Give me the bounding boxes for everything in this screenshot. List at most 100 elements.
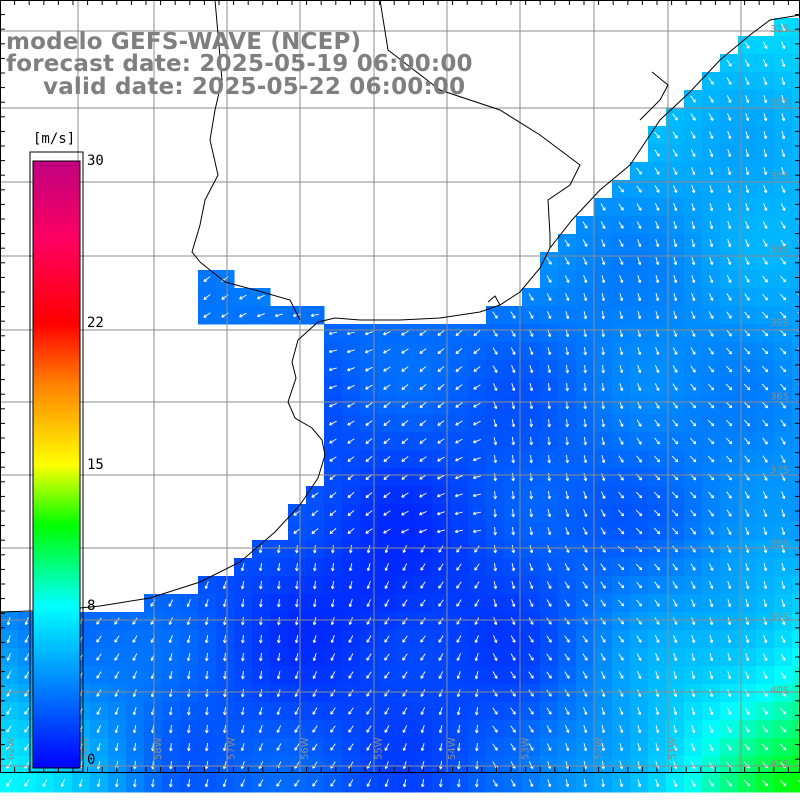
wind-arrow [239, 294, 247, 300]
wind-arrow [779, 779, 787, 787]
wind-arrow [204, 706, 209, 716]
wind-arrow [583, 436, 588, 446]
wind-arrow [384, 689, 390, 697]
wind-arrow [293, 510, 301, 516]
wind-arrow [709, 185, 714, 194]
wind-arrow [726, 95, 732, 103]
wind-arrow [222, 742, 227, 752]
wind-arrow [529, 544, 534, 554]
wind-speed-field [0, 18, 800, 793]
wind-arrow [168, 778, 173, 788]
wind-arrow [654, 383, 660, 391]
wind-arrow [546, 293, 552, 301]
wind-arrow [547, 527, 552, 536]
wind-arrow [96, 671, 102, 679]
wind-arrows [6, 23, 800, 788]
wind-arrow [744, 59, 750, 67]
wind-arrow [329, 420, 337, 426]
wind-arrow [186, 724, 191, 734]
wind-arrow [528, 689, 534, 697]
wind-arrow [510, 653, 516, 661]
wind-arrow [366, 707, 372, 715]
wind-arrow [402, 725, 408, 733]
wind-arrow [437, 348, 445, 354]
wind-arrow [438, 545, 444, 553]
field-cell [792, 450, 800, 469]
wind-arrow [114, 617, 120, 625]
wind-arrow [347, 510, 355, 517]
wind-arrow [654, 599, 660, 607]
wind-arrow [655, 239, 660, 248]
wind-arrow [474, 653, 479, 662]
wind-arrow [690, 365, 696, 373]
wind-arrow [294, 562, 299, 572]
wind-arrow [672, 401, 678, 409]
wind-arrow [689, 419, 697, 427]
wind-arrow [708, 329, 714, 337]
wind-arrow [600, 563, 606, 571]
wind-arrow [456, 671, 461, 680]
wind-arrow [781, 94, 786, 104]
wind-arrow [294, 707, 300, 715]
wind-arrow [565, 490, 570, 500]
wind-arrow [546, 671, 552, 679]
wind-arrow [780, 635, 786, 643]
wind-arrow [636, 455, 642, 463]
wind-arrow [617, 563, 625, 571]
wind-arrow [619, 707, 624, 716]
wind-arrow [257, 294, 265, 300]
wind-arrow [781, 130, 786, 140]
wind-arrow [96, 653, 102, 661]
wind-arrow [474, 599, 480, 607]
wind-arrow [672, 167, 678, 175]
wind-arrow [293, 528, 301, 534]
wind-arrow [473, 366, 481, 372]
wind-arrow [528, 311, 534, 319]
field-cell [792, 540, 800, 559]
wind-arrow [204, 742, 209, 752]
wind-arrow [437, 330, 445, 336]
field-cell [792, 486, 800, 505]
wind-arrow [346, 367, 355, 372]
wind-arrow [384, 581, 390, 589]
lon-label: 59W [80, 737, 91, 760]
wind-arrow [654, 185, 660, 193]
wind-arrow [420, 671, 426, 679]
wind-arrow [708, 545, 714, 553]
wind-arrow [745, 545, 750, 554]
wind-arrow [383, 528, 391, 534]
wind-arrow [384, 743, 390, 751]
wind-arrow [312, 544, 317, 554]
wind-arrow [565, 436, 570, 446]
lat-label: 38S [770, 539, 789, 550]
wind-arrow [347, 402, 355, 408]
wind-arrow [329, 438, 337, 444]
wind-arrow [617, 545, 625, 553]
wind-arrow [186, 670, 191, 680]
wind-arrow [672, 365, 678, 373]
wind-arrow [745, 95, 750, 104]
model-title: modelo GEFS-WAVE (NCEP) [6, 29, 362, 55]
wind-arrow [583, 491, 588, 500]
wind-arrow [312, 671, 318, 680]
wind-arrow [493, 617, 498, 626]
lat-lon-grid [0, 0, 800, 773]
wind-arrow [203, 312, 211, 318]
wind-arrow [637, 383, 642, 392]
wind-arrow [619, 275, 624, 284]
wind-arrow [654, 365, 660, 374]
wind-arrow [564, 689, 570, 697]
wind-arrow [583, 707, 588, 716]
wind-arrow [654, 635, 660, 643]
wind-arrow [780, 689, 786, 697]
wind-arrow [673, 743, 678, 752]
wind-arrow [708, 131, 714, 140]
lat-label: 40S [770, 686, 789, 697]
wind-arrow [473, 420, 481, 426]
wind-arrow [583, 778, 588, 788]
wind-arrow [763, 580, 768, 590]
wind-arrow [744, 725, 750, 733]
wind-arrow [743, 401, 751, 409]
wind-arrow [438, 653, 444, 661]
wind-arrow [779, 725, 787, 733]
